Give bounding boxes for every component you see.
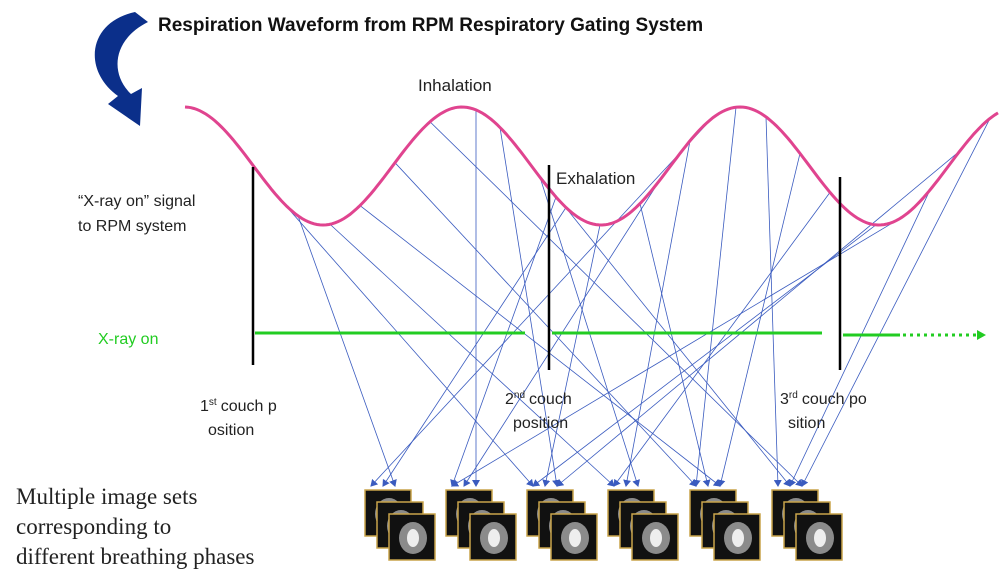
- image-anatomy: [488, 529, 500, 547]
- couch-label: 3rd couch po: [780, 390, 867, 408]
- curved-arrow: [95, 12, 148, 126]
- couch-ordinal: rd: [789, 390, 798, 401]
- arrow: [395, 163, 696, 486]
- arrow: [452, 218, 900, 486]
- exhalation-label: Exhalation: [556, 169, 635, 188]
- image-sets-label: different breathing phases: [16, 544, 254, 569]
- arrow: [626, 141, 690, 486]
- couch-ordinal: st: [209, 397, 217, 408]
- arrow: [766, 117, 778, 486]
- arrow: [298, 216, 395, 486]
- couch-number: 1: [200, 398, 209, 415]
- couch-text: couch: [529, 391, 572, 408]
- arrow: [720, 153, 800, 486]
- arrow: [330, 224, 614, 486]
- image-anatomy: [569, 529, 581, 547]
- couch-number: 3: [780, 391, 789, 408]
- arrow: [802, 118, 990, 486]
- couch-text: couch p: [221, 398, 277, 415]
- image-sets-label: Multiple image sets: [16, 484, 197, 509]
- couch-label: sition: [788, 415, 825, 432]
- image-anatomy: [407, 529, 419, 547]
- arrow: [275, 194, 533, 486]
- couch-number: 2: [505, 391, 514, 408]
- arrow: [696, 107, 736, 486]
- image-anatomy: [732, 529, 744, 547]
- image-stacks: [365, 490, 842, 560]
- couch-text: couch po: [802, 391, 867, 408]
- respiration-waveform: [185, 107, 998, 225]
- image-anatomy: [650, 529, 662, 547]
- image-sets-label: corresponding to: [16, 514, 171, 539]
- couch-label: position: [513, 415, 568, 432]
- mapping-arrows: [275, 107, 990, 486]
- couch-label: 1st couch p: [200, 397, 277, 415]
- arrow: [557, 151, 960, 486]
- arrow: [533, 225, 876, 486]
- couch-label: osition: [208, 422, 254, 439]
- inhalation-label: Inhalation: [418, 76, 492, 95]
- signal-label: “X-ray on” signal: [78, 193, 195, 210]
- diagram: Respiration Waveform from RPM Respirator…: [0, 0, 999, 578]
- image-anatomy: [814, 529, 826, 547]
- arrow: [545, 225, 600, 486]
- title: Respiration Waveform from RPM Respirator…: [158, 15, 703, 36]
- arrow: [640, 204, 708, 486]
- couch-ordinal: nd: [514, 390, 525, 401]
- signal-label: to RPM system: [78, 218, 186, 235]
- xray-on-label: X-ray on: [98, 331, 158, 348]
